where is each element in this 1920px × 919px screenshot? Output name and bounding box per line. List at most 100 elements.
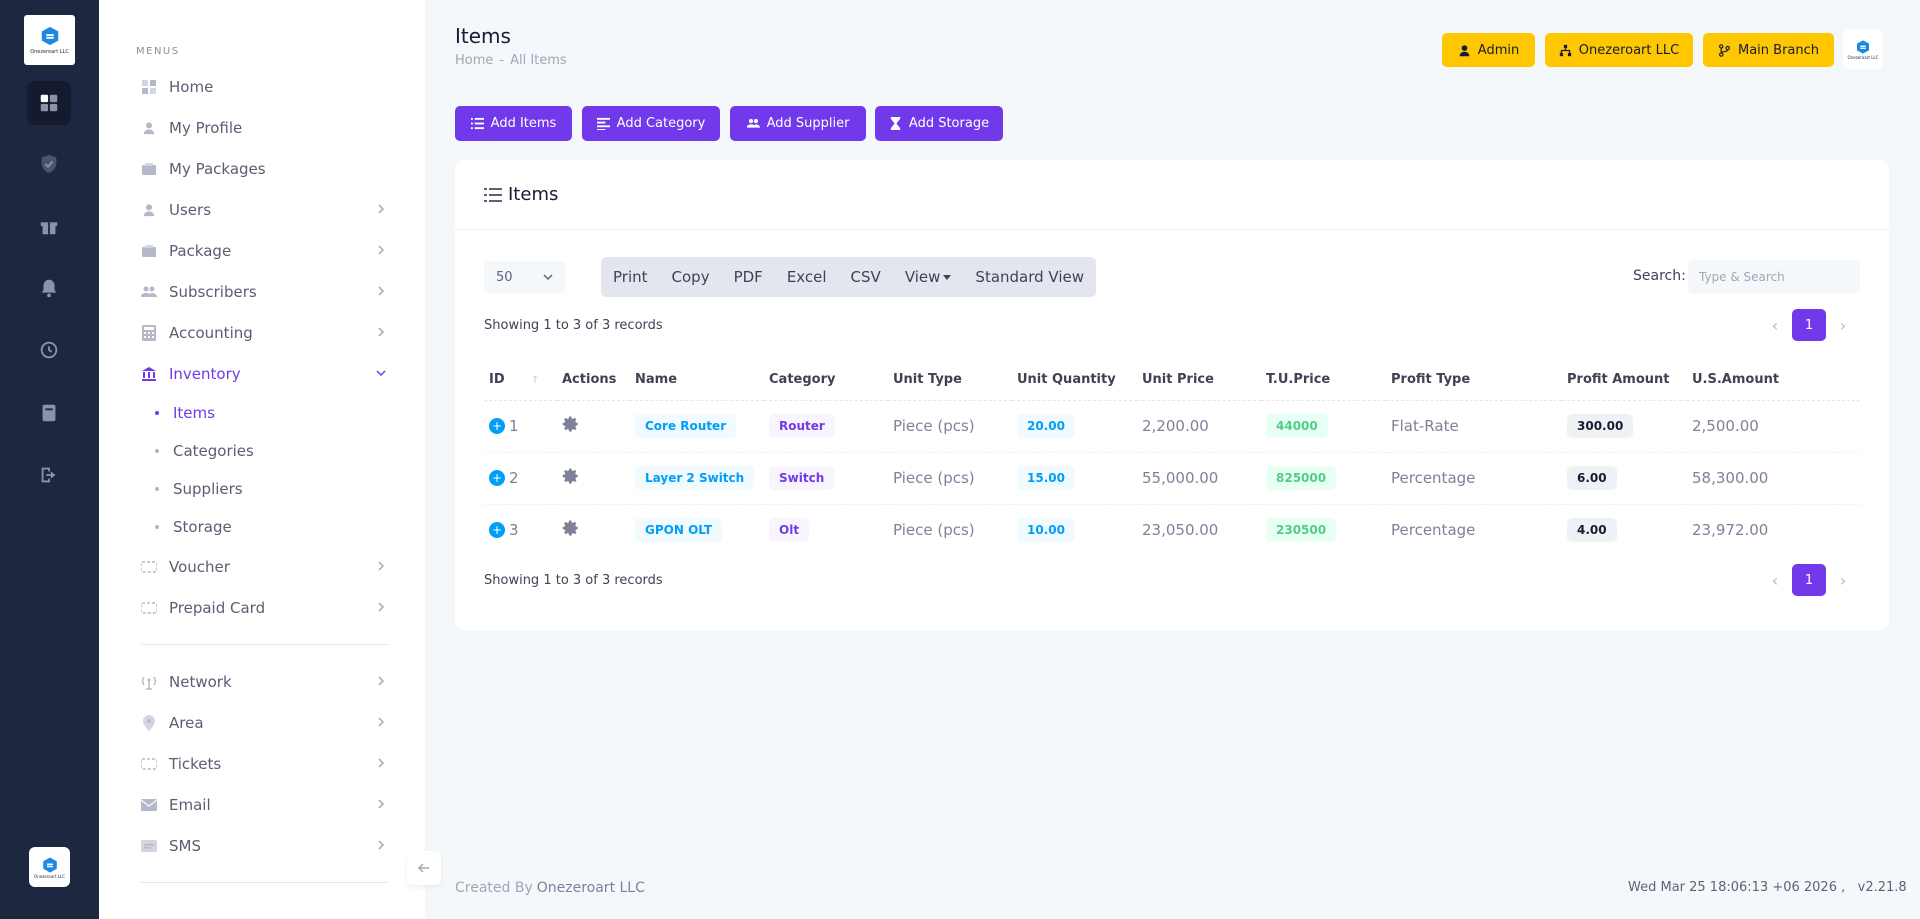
excel-button[interactable]: Excel [786, 268, 827, 286]
rail-logout[interactable] [27, 453, 71, 497]
sidebar-item-label: Network [169, 672, 232, 691]
expand-row-icon[interactable]: + [489, 418, 505, 434]
add-category-button[interactable]: Add Category [582, 106, 720, 141]
sidebar-item-label: Email [169, 795, 211, 814]
add-supplier-button[interactable]: Add Supplier [730, 106, 866, 141]
sidebar-menu: Home My Profile My Packages Users Packag… [99, 66, 425, 866]
expand-row-icon[interactable]: + [489, 470, 505, 486]
sidebar-collapse-button[interactable] [407, 851, 441, 885]
next-page-button[interactable]: › [1839, 315, 1847, 335]
submenu-item-categories[interactable]: Categories [99, 432, 425, 470]
sidebar-item-users[interactable]: Users [99, 189, 425, 230]
logout-icon [41, 467, 56, 483]
sidebar-item-home[interactable]: Home [99, 66, 425, 107]
sidebar-item-voucher[interactable]: Voucher [99, 546, 425, 587]
pdf-button[interactable]: PDF [733, 268, 763, 286]
add-storage-button[interactable]: Add Storage [875, 106, 1003, 141]
rail-bottom-logo[interactable]: Onezeroart LLC [29, 847, 70, 887]
rail-history[interactable] [27, 328, 71, 372]
gear-icon[interactable] [562, 519, 580, 537]
footer-company-link[interactable]: Onezeroart LLC [536, 880, 645, 896]
cell-unit-price: 23,050.00 [1142, 521, 1219, 540]
sidebar-item-sms[interactable]: SMS [99, 825, 425, 866]
page-1-button[interactable]: 1 [1792, 564, 1826, 596]
submenu-item-items[interactable]: Items [99, 394, 425, 432]
sidebar-item-inventory[interactable]: Inventory [99, 353, 425, 394]
col-header-unit-price[interactable]: Unit Price [1137, 360, 1261, 401]
unit-quantity-badge: 10.00 [1017, 518, 1075, 543]
col-header-tu-price[interactable]: T.U.Price [1261, 360, 1386, 401]
sidebar-item-label: Area [169, 713, 204, 732]
col-header-category[interactable]: Category [764, 360, 888, 401]
sidebar-item-tickets[interactable]: Tickets [99, 743, 425, 784]
table-row: +1 Core Router Router Piece (pcs) 20.00 … [484, 400, 1860, 453]
pagination-top: ‹ 1 › [1758, 309, 1860, 341]
chevron-right-icon [378, 245, 385, 255]
search-input[interactable] [1688, 260, 1860, 294]
branch-button[interactable]: Main Branch [1703, 33, 1834, 67]
col-header-name[interactable]: Name [630, 360, 764, 401]
csv-button[interactable]: CSV [850, 268, 881, 286]
view-dropdown-button[interactable]: View [893, 257, 964, 297]
table-header-row: ID ↑ Actions Name Category Unit Type Uni… [484, 360, 1860, 401]
col-header-unit-quantity[interactable]: Unit Quantity [1012, 360, 1137, 401]
package-icon [141, 243, 157, 259]
sidebar-item-my-profile[interactable]: My Profile [99, 107, 425, 148]
gear-icon[interactable] [562, 415, 580, 433]
row-id: 1 [509, 417, 519, 435]
copy-button[interactable]: Copy [671, 268, 710, 286]
bank-icon [141, 366, 157, 382]
col-header-id[interactable]: ID ↑ [484, 360, 557, 401]
dashboard-icon [40, 94, 58, 112]
expand-row-icon[interactable]: + [489, 522, 505, 539]
cell-us-amount: 58,300.00 [1687, 452, 1860, 505]
sitemap-icon [1559, 44, 1571, 56]
col-header-unit-type[interactable]: Unit Type [888, 360, 1012, 401]
sidebar-item-my-packages[interactable]: My Packages [99, 148, 425, 189]
sidebar-item-email[interactable]: Email [99, 784, 425, 825]
brand-logo[interactable]: Onezeroart LLC [24, 15, 75, 65]
records-info-bottom: Showing 1 to 3 of 3 records [484, 573, 663, 588]
next-page-button[interactable]: › [1839, 570, 1847, 590]
user-avatar[interactable]: Onezeroart LLC [1843, 29, 1883, 69]
submenu-item-storage[interactable]: Storage [99, 508, 425, 546]
rail-docs[interactable] [27, 391, 71, 435]
item-name-badge[interactable]: GPON OLT [635, 518, 723, 543]
sidebar-item-network[interactable]: Network [99, 661, 425, 702]
print-button[interactable]: Print [613, 268, 648, 286]
breadcrumb-home[interactable]: Home [455, 53, 494, 68]
page-1-button[interactable]: 1 [1792, 309, 1826, 341]
search-label: Search: [1633, 268, 1686, 284]
col-header-us-amount[interactable]: U.S.Amount [1687, 360, 1860, 401]
prev-page-button[interactable]: ‹ [1771, 570, 1779, 590]
sidebar-item-subscribers[interactable]: Subscribers [99, 271, 425, 312]
bullet-dot [155, 525, 159, 529]
list-icon [470, 117, 484, 130]
sort-icon: ↑ [531, 375, 540, 387]
prev-page-button[interactable]: ‹ [1771, 315, 1779, 335]
company-button-label: Onezeroart LLC [1578, 42, 1680, 58]
rail-dashboard[interactable] [27, 81, 71, 125]
item-name-badge[interactable]: Layer 2 Switch [635, 466, 755, 490]
col-header-profit-amount[interactable]: Profit Amount [1562, 360, 1687, 401]
sidebar-item-prepaid-card[interactable]: Prepaid Card [99, 587, 425, 628]
gear-icon[interactable] [562, 467, 580, 485]
sidebar-item-area[interactable]: Area [99, 702, 425, 743]
sidebar-item-accounting[interactable]: Accounting [99, 312, 425, 353]
admin-button[interactable]: Admin [1442, 33, 1535, 67]
add-items-button[interactable]: Add Items [455, 106, 572, 141]
user-icon [1459, 44, 1470, 56]
bullet-dot [155, 487, 159, 491]
col-header-profit-type[interactable]: Profit Type [1386, 360, 1562, 401]
rail-gift[interactable] [27, 204, 71, 248]
sidebar-item-package[interactable]: Package [99, 230, 425, 271]
rail-security[interactable] [27, 142, 71, 186]
page-length-select[interactable]: 50 [484, 261, 566, 293]
cell-profit-amount: 300.00 [1562, 400, 1687, 453]
chevron-right-icon [378, 799, 385, 809]
rail-notifications[interactable] [27, 266, 71, 310]
company-button[interactable]: Onezeroart LLC [1545, 33, 1693, 67]
item-name-badge[interactable]: Core Router [635, 414, 737, 438]
submenu-item-suppliers[interactable]: Suppliers [99, 470, 425, 508]
standard-view-button[interactable]: Standard View [975, 268, 1085, 286]
